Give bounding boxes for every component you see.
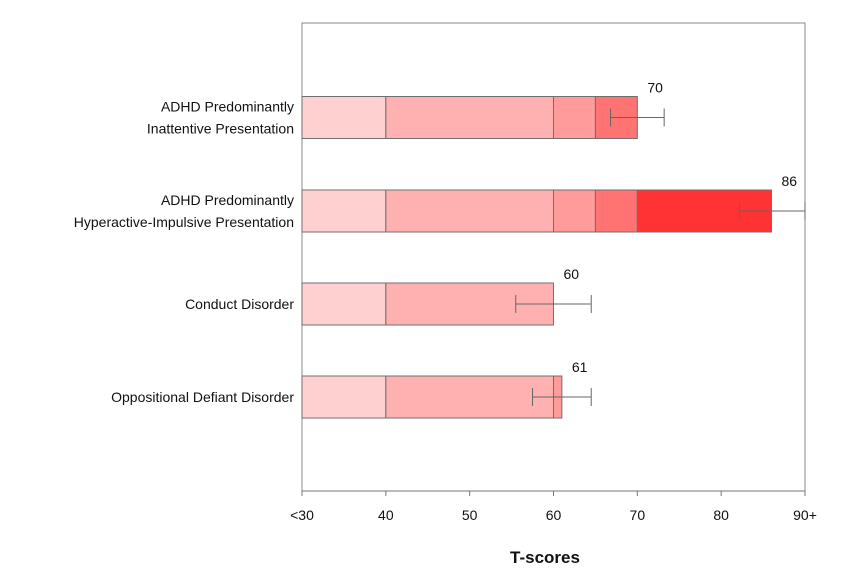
plot-area xyxy=(301,22,806,492)
x-axis-tick-label: 70 xyxy=(630,507,646,523)
bar-segment xyxy=(301,96,387,139)
labels-layer: <30 40 50 60 70 80 90+ 70 ADHD Predominantly Inat… xyxy=(74,80,817,524)
data-value-label: 70 xyxy=(647,80,663,96)
category-label: Oppositional Defiant Disorder xyxy=(111,389,294,405)
bar-segment xyxy=(385,96,555,139)
bars-layer xyxy=(301,96,806,419)
category-label: Hyperactive-Impulsive Presentation xyxy=(74,214,294,230)
bar-segment xyxy=(594,189,638,233)
x-axis-tick-label: 40 xyxy=(378,507,394,523)
category-label: Inattentive Presentation xyxy=(147,121,294,137)
category-label: ADHD Predominantly xyxy=(161,99,294,115)
x-axis-title: T-scores xyxy=(510,548,580,567)
x-axis-tick-label: <30 xyxy=(290,507,314,523)
x-axis-tick-label: 60 xyxy=(546,507,562,523)
x-axis-tick-label: 80 xyxy=(713,507,729,523)
category-label: ADHD Predominantly xyxy=(161,192,294,208)
bar-segment xyxy=(385,375,555,419)
data-value-label: 86 xyxy=(781,173,797,189)
x-axis-tick-label: 90+ xyxy=(793,507,817,523)
bar-segment xyxy=(301,282,387,326)
bar-segment xyxy=(301,375,387,419)
x-axis-tick-label: 50 xyxy=(462,507,478,523)
data-value-label: 61 xyxy=(572,359,588,375)
category-label: Conduct Disorder xyxy=(185,296,294,312)
bar-segment xyxy=(301,189,387,233)
bar-segment xyxy=(553,189,596,233)
data-value-label: 60 xyxy=(564,266,580,282)
bar-segment xyxy=(553,96,596,139)
bar-segment xyxy=(385,189,555,233)
